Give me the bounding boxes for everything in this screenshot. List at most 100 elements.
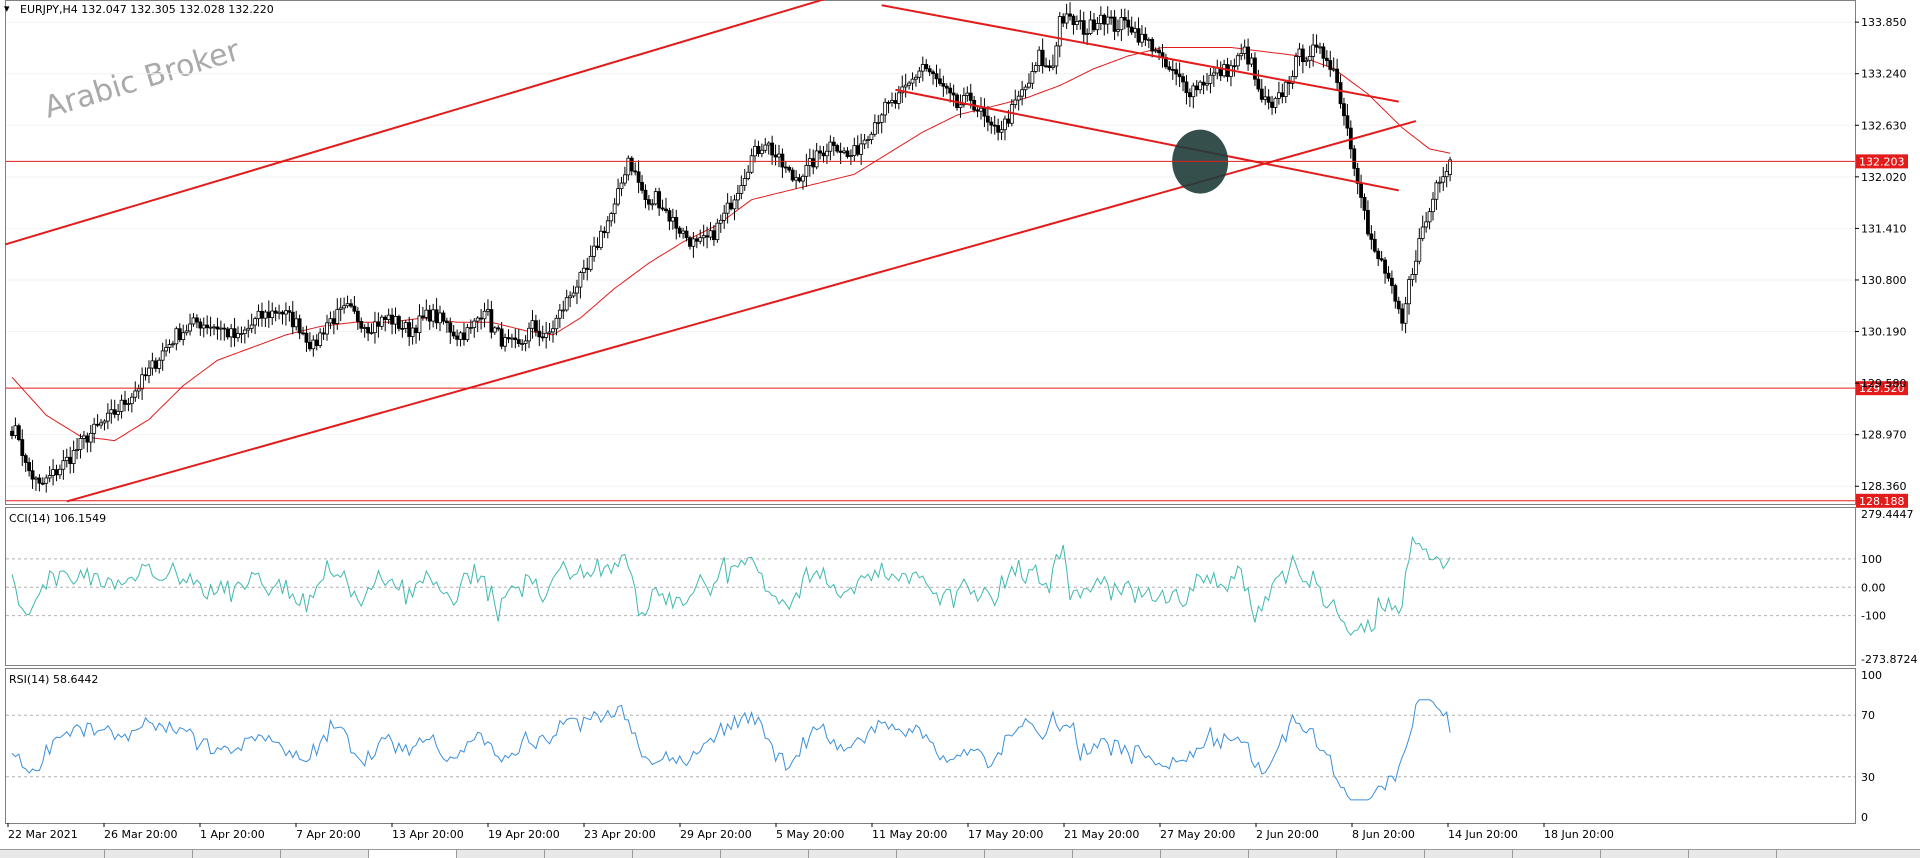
symbol-tab[interactable] [633,850,721,858]
candle-body [804,164,809,177]
candle-body [602,230,607,234]
candle-body [489,309,494,333]
rsi-tick-label: 70 [1861,709,1875,722]
candle-body [369,332,374,335]
candle-body [167,344,172,348]
candle-body [616,188,620,205]
candle-body [105,412,110,422]
candle-body [1174,69,1179,75]
cci-title: CCI(14) 106.1549 [9,512,106,525]
candle-body [290,311,295,328]
candle-body [188,323,192,332]
candle-body [191,317,196,325]
symbol-tab[interactable] [1601,850,1689,858]
symbol-tab[interactable] [1249,850,1337,858]
candle-body [941,83,946,87]
candle-body [756,145,761,155]
candle-body [263,311,268,319]
candle-body [1037,49,1042,66]
candle-body [1092,19,1096,31]
candle-body [208,326,213,329]
candle-body [571,292,576,297]
candle-body [1314,44,1319,48]
candle-body [657,191,662,209]
candle-body [287,310,292,313]
symbol-tab[interactable] [281,850,369,858]
candle-body [876,122,881,124]
candle-body [1023,86,1028,91]
symbol-tab[interactable] [1073,850,1161,858]
candle-body [996,125,1001,133]
candle-body [325,322,329,335]
candle-body [879,114,884,123]
candle-body [1386,272,1391,279]
candle-body [746,171,751,179]
candle-body [736,192,740,201]
symbol-tab[interactable] [545,850,633,858]
candle-body [1246,46,1250,65]
candle-body [1297,48,1302,57]
candle-body [482,310,487,320]
symbol-tab[interactable] [457,850,545,858]
candle-body [1122,17,1127,21]
candle-body [78,437,83,450]
symbol-tab[interactable] [193,850,281,858]
symbol-tab[interactable] [1337,850,1425,858]
upper-channel-line[interactable] [4,0,875,246]
candle-body [893,100,898,104]
candle-body [910,78,915,84]
symbol-header-arrow[interactable]: ▾ [4,2,10,15]
symbol-tab[interactable] [1161,850,1249,858]
candle-body [828,141,833,152]
candle-body [1372,238,1377,252]
candle-body [499,328,504,347]
symbol-tab[interactable] [1689,850,1777,858]
candle-body [619,182,624,190]
candle-body [438,312,442,324]
candle-body [605,220,610,234]
candle-body [434,309,439,324]
candle-body [160,350,165,361]
candle-body [1074,21,1079,25]
candle-body [54,469,59,476]
candle-body [1287,81,1292,84]
candle-body [376,321,381,327]
symbol-tab[interactable] [369,850,457,858]
time-tick-label: 18 Jun 20:00 [1544,828,1614,841]
symbol-tab[interactable] [897,850,985,858]
candle-body [811,158,816,168]
descending-channel-bottom[interactable] [895,88,1399,192]
symbol-tab[interactable] [0,850,105,858]
candle-body [492,327,497,333]
price-tick-label: 133.240 [1861,68,1907,81]
candle-body [184,330,189,334]
symbol-tab[interactable] [1425,850,1513,858]
candle-body [85,435,90,443]
symbol-tab[interactable] [1513,850,1601,858]
candle-body [1362,196,1367,211]
time-tick-label: 1 Apr 20:00 [200,828,265,841]
symbol-tab[interactable] [105,850,193,858]
symbol-tab[interactable] [809,850,897,858]
time-tick-label: 23 Apr 20:00 [584,828,656,841]
candle-body [742,178,747,186]
symbol-tab[interactable] [721,850,809,858]
candle-body [1170,69,1175,71]
candle-body [739,185,744,194]
candle-body [119,399,124,412]
candle-body [1396,300,1401,310]
candle-body [1198,81,1203,91]
candle-body [355,310,360,322]
candle-body [1143,33,1148,41]
candle-body [859,143,864,155]
descending-channel-top[interactable] [881,4,1399,103]
candle-body [277,311,281,314]
candle-body [1390,277,1394,286]
candle-body [1047,65,1052,68]
candle-body [920,64,925,72]
candle-body [311,339,316,350]
candle-body [181,332,186,340]
symbol-tab[interactable] [985,850,1073,858]
candle-body [1205,83,1209,86]
